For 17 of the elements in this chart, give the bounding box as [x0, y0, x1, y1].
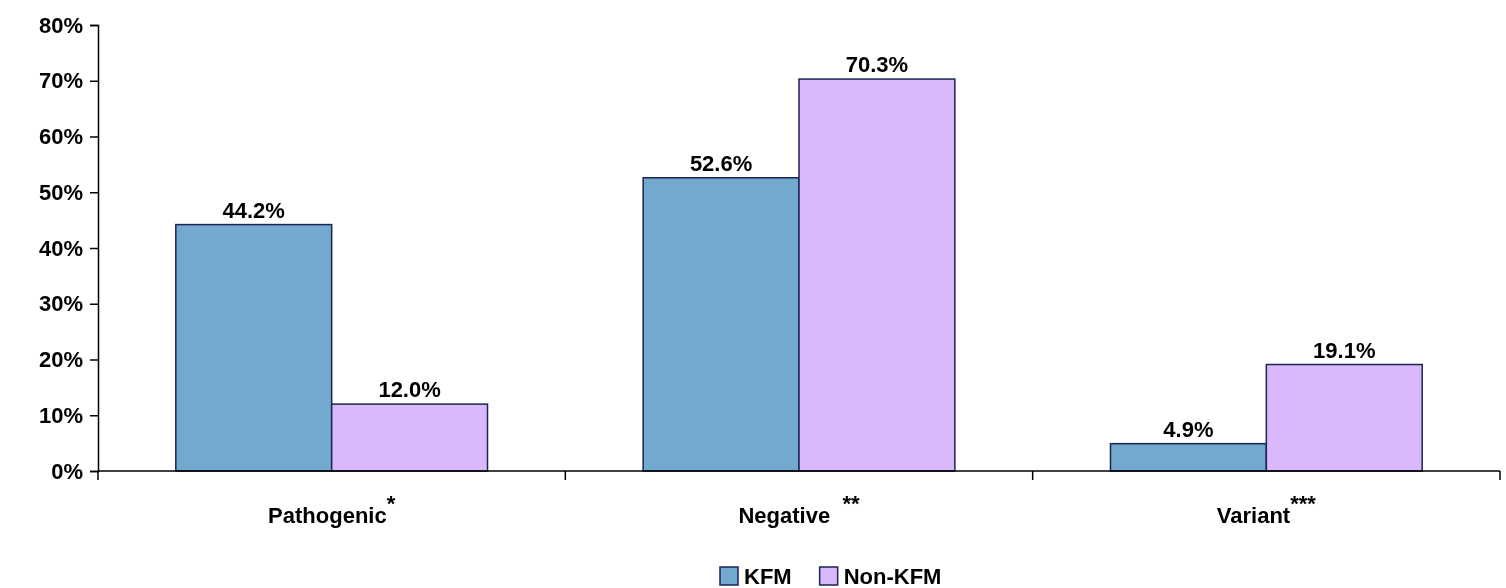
- y-tick-label: 0%: [51, 458, 83, 484]
- legend-label: Non-KFM: [843, 564, 942, 588]
- y-tick-label: 70%: [38, 68, 83, 94]
- y-tick-label: 10%: [38, 402, 83, 428]
- y-tick-label: 50%: [38, 179, 83, 205]
- data-label: 70.3%: [845, 52, 909, 78]
- data-label: 4.9%: [1163, 416, 1214, 442]
- legend-label: KFM: [744, 564, 792, 588]
- data-label: 19.1%: [1313, 337, 1376, 363]
- y-tick-label: 40%: [38, 235, 83, 261]
- y-tick-label: 30%: [38, 291, 83, 317]
- data-label: 52.6%: [689, 150, 753, 176]
- y-tick-label: 80%: [38, 12, 83, 38]
- data-label: 44.2%: [222, 197, 285, 223]
- data-label: 12.0%: [378, 377, 441, 403]
- y-tick-label: 20%: [38, 347, 83, 373]
- y-tick-label: 60%: [38, 124, 83, 150]
